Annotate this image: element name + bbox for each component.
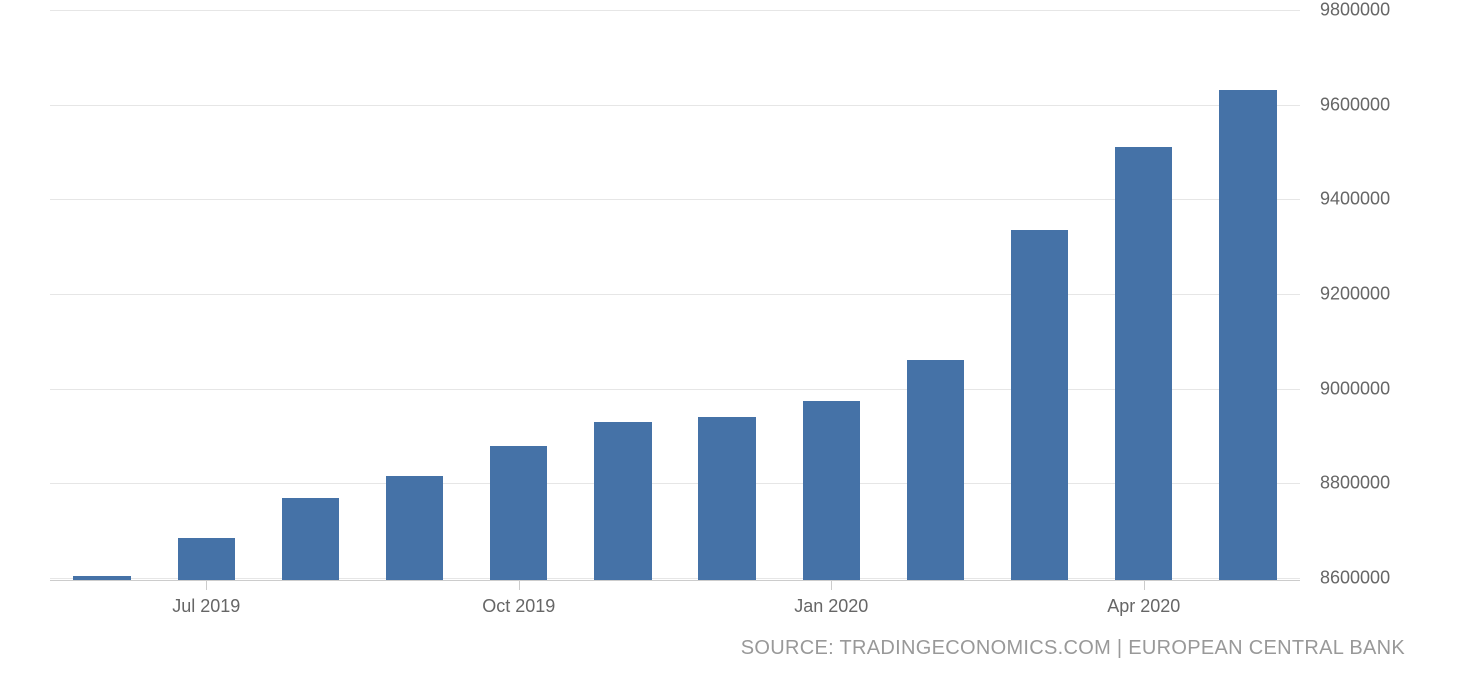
bar[interactable] (594, 422, 651, 580)
y-axis-tick-label: 9000000 (1320, 378, 1390, 399)
bar[interactable] (282, 498, 339, 580)
bar[interactable] (73, 576, 130, 580)
bar[interactable] (907, 360, 964, 580)
y-axis-tick-label: 9400000 (1320, 189, 1390, 210)
x-axis-tick (519, 580, 520, 590)
bar[interactable] (490, 446, 547, 580)
bar[interactable] (386, 476, 443, 580)
gridline (50, 105, 1300, 106)
source-attribution: SOURCE: TRADINGECONOMICS.COM | EUROPEAN … (741, 637, 1405, 660)
bar[interactable] (178, 538, 235, 580)
y-axis-tick-label: 9800000 (1320, 0, 1390, 21)
y-axis-tick-label: 9200000 (1320, 284, 1390, 305)
x-axis-line (50, 580, 1300, 581)
bar-chart: SOURCE: TRADINGECONOMICS.COM | EUROPEAN … (0, 0, 1460, 680)
gridline (50, 294, 1300, 295)
x-axis-tick (831, 580, 832, 590)
x-axis-tick-label: Apr 2020 (1107, 596, 1180, 617)
x-axis-tick (1144, 580, 1145, 590)
plot-area (50, 10, 1300, 580)
gridline (50, 578, 1300, 579)
bar[interactable] (1219, 90, 1276, 580)
x-axis-tick (206, 580, 207, 590)
bar[interactable] (803, 401, 860, 580)
x-axis-tick-label: Jan 2020 (794, 596, 868, 617)
gridline (50, 483, 1300, 484)
bar[interactable] (1011, 230, 1068, 580)
x-axis-tick-label: Jul 2019 (172, 596, 240, 617)
x-axis-tick-label: Oct 2019 (482, 596, 555, 617)
y-axis-tick-label: 9600000 (1320, 94, 1390, 115)
gridline (50, 389, 1300, 390)
y-axis-tick-label: 8600000 (1320, 568, 1390, 589)
bar[interactable] (698, 417, 755, 580)
bar[interactable] (1115, 147, 1172, 580)
gridline (50, 199, 1300, 200)
gridline (50, 10, 1300, 11)
y-axis-tick-label: 8800000 (1320, 473, 1390, 494)
